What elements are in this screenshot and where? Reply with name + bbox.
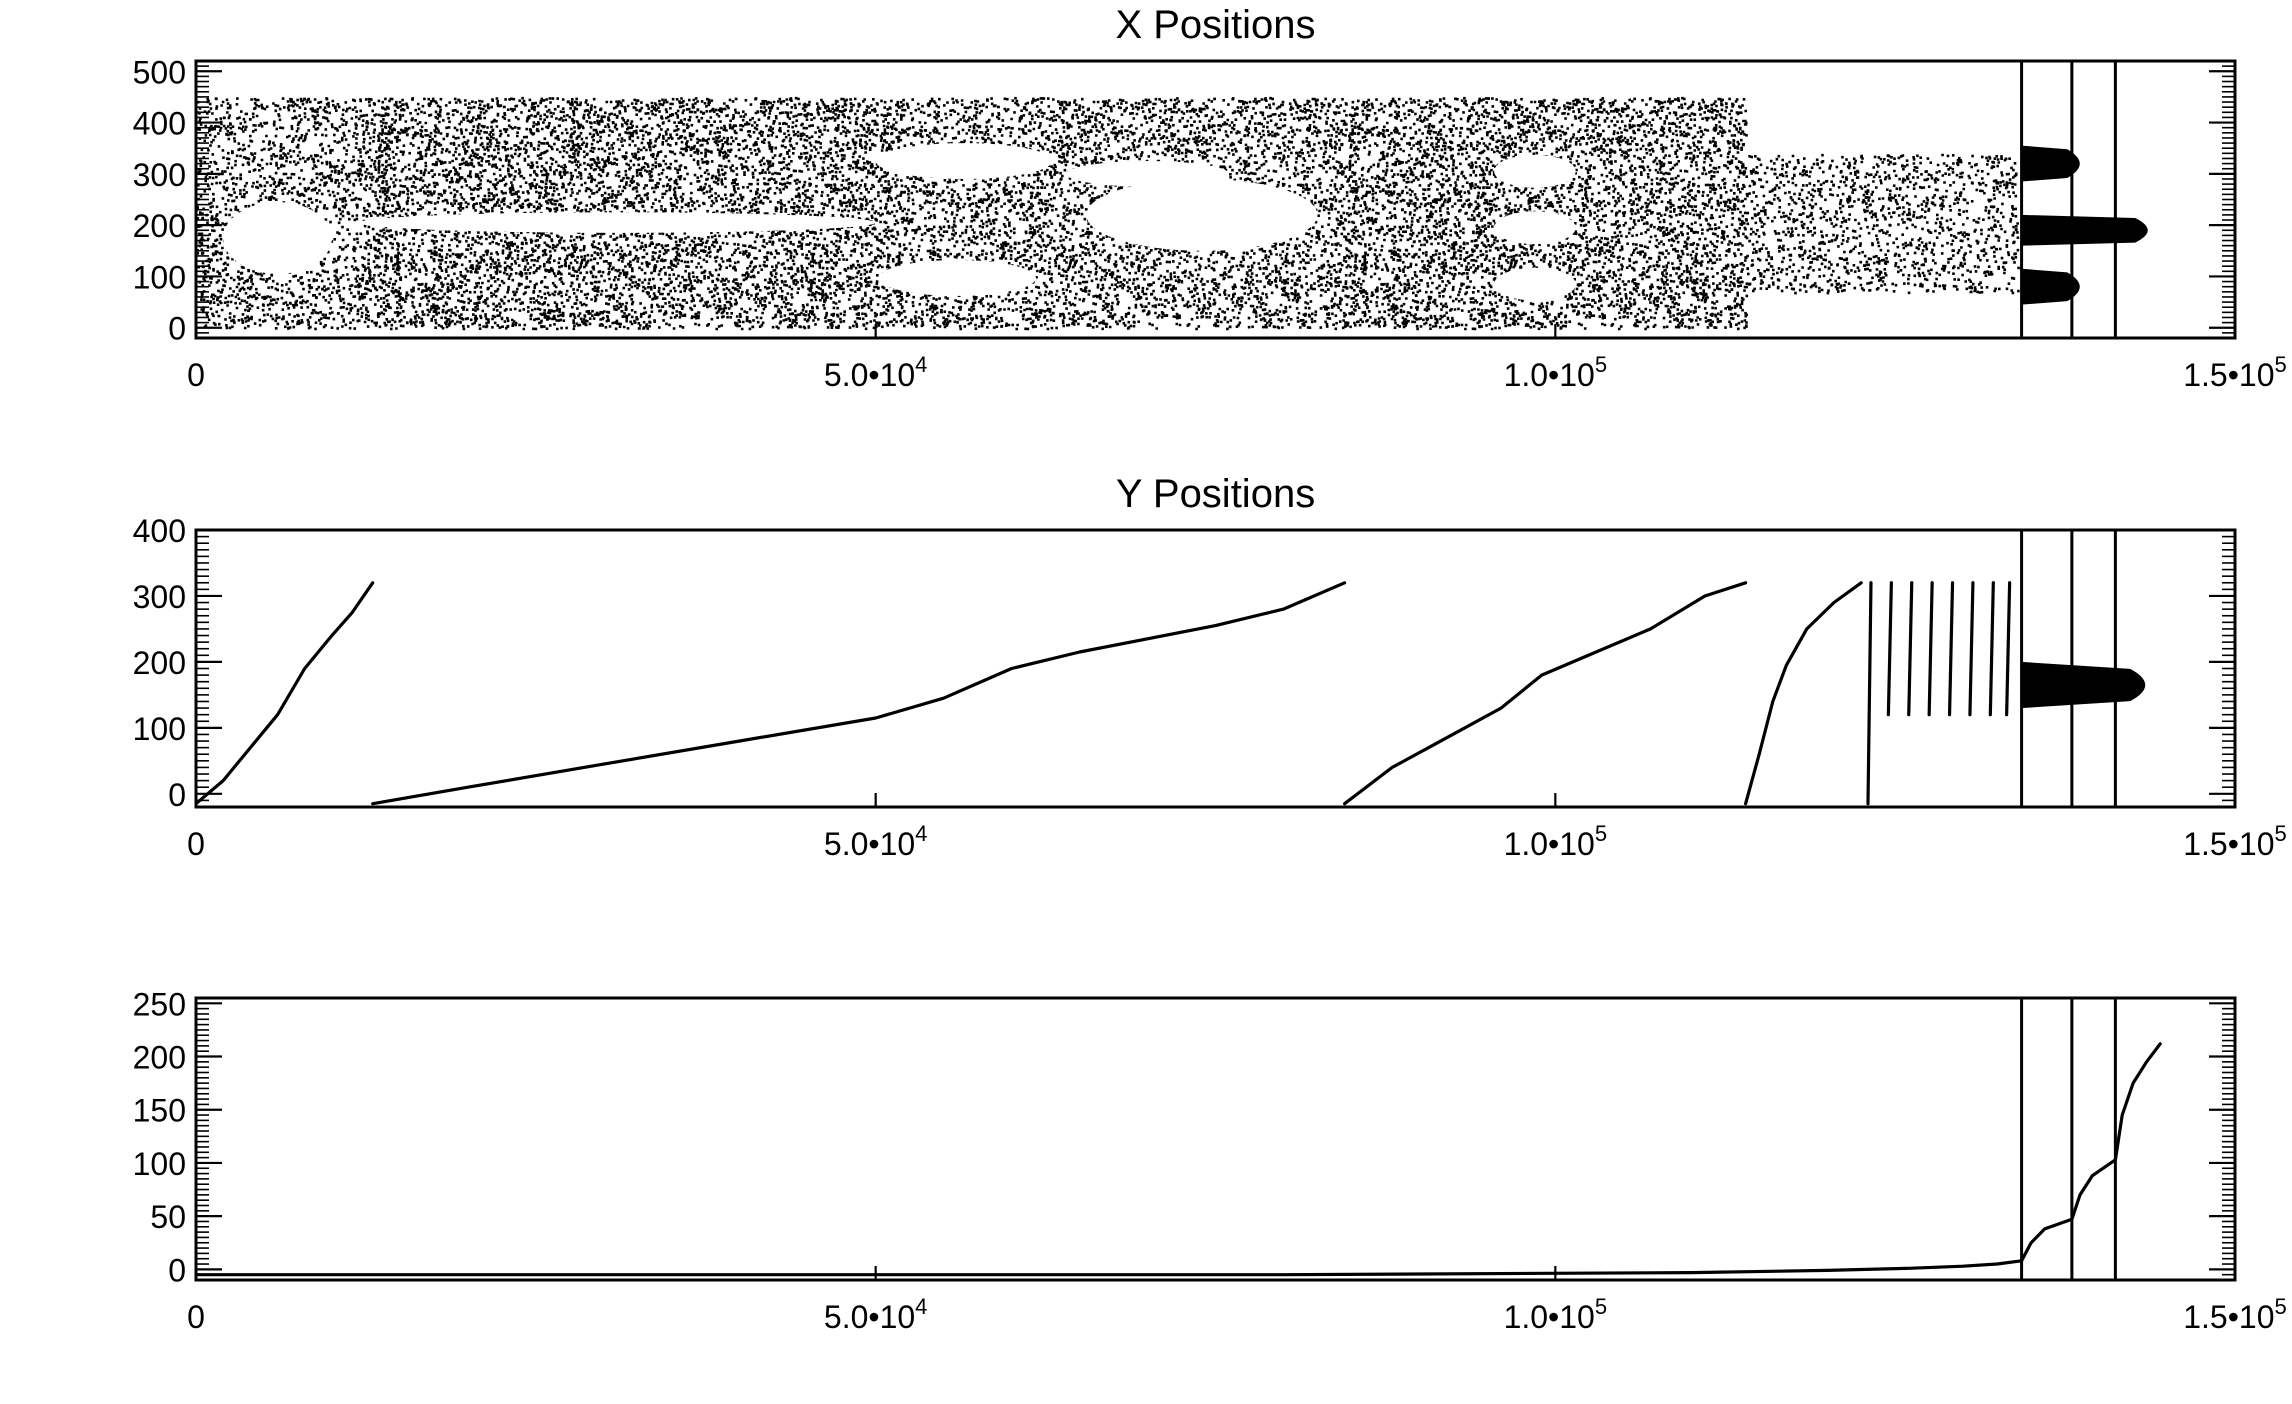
x-tick-label-mantissa: 0 [187,826,205,862]
y-tick-label: 100 [133,711,186,747]
series-spike [1947,581,1955,717]
empty-region [1086,178,1318,251]
y-tick-label: 0 [168,1252,186,1288]
x-tick-label-mantissa: 1.5•10 [2183,357,2274,393]
point-cluster [2021,268,2080,305]
series-spike [1927,581,1934,717]
point-cluster [2021,214,2148,246]
x-tick-label-exponent: 5 [1595,1294,1607,1319]
x-tick-label-mantissa: 0 [187,357,205,393]
x-tick-label-mantissa: 1.0•10 [1504,357,1595,393]
y-tick-label: 150 [133,1093,186,1129]
x-tick-label: 5.0•104 [824,352,928,393]
empty-region [1494,154,1576,188]
y-tick-label: 500 [133,54,186,90]
x-tick-label-mantissa: 1.5•10 [2183,826,2274,862]
empty-region [1494,267,1576,301]
panel-title: Y Positions [1116,472,1315,516]
plot-area [196,581,2146,806]
series-spike [2005,581,2012,717]
x-tick-label: 1.5•105 [2183,1294,2287,1335]
scatter-segment [359,96,879,331]
y-tick-label: 200 [133,1040,186,1076]
empty-region [359,212,876,233]
point-cluster [2021,145,2080,182]
y-tick-label: 100 [133,259,186,295]
scatter-segment [1745,153,2020,295]
series-spike [1968,581,1975,717]
series-line [196,1042,2162,1277]
x-tick-label: 0 [187,357,205,393]
x-tick-label-mantissa: 5.0•10 [824,357,915,393]
x-tick-label: 1.0•105 [1504,821,1608,862]
x-tick-label-exponent: 4 [915,352,927,377]
x-tick-label-exponent: 5 [2275,821,2287,846]
empty-region [223,202,332,274]
x-tick-label-mantissa: 5.0•10 [824,826,915,862]
series-line [1743,581,1863,806]
empty-region [1494,211,1576,245]
series-line [1342,581,1748,806]
y-tick-label: 250 [133,986,186,1022]
x-tick-label-mantissa: 1.5•10 [2183,1299,2274,1335]
scatter-points [196,97,376,331]
x-tick-label: 0 [187,1299,205,1335]
y-tick-label: 0 [168,311,186,347]
series-line [371,581,1347,806]
y-tick-label: 300 [133,579,186,615]
x-tick-label-exponent: 5 [2275,352,2287,377]
series-spike [1988,581,1995,717]
x-tick-label: 1.0•105 [1504,352,1608,393]
empty-region [1065,161,1230,187]
panel-title: X Positions [1115,3,1315,47]
y-tick-label: 200 [133,208,186,244]
x-tick-label: 1.0•105 [1504,1294,1608,1335]
series-spike [1866,581,1873,806]
x-tick-label: 1.5•105 [2183,821,2287,862]
x-tick-label-mantissa: 1.0•10 [1504,1299,1595,1335]
x-tick-label: 5.0•104 [824,1294,928,1335]
series-spike [1886,581,1893,717]
empty-region [875,143,1053,179]
y-tick-label: 50 [150,1199,186,1235]
x-tick-label: 0 [187,826,205,862]
scatter-segment [875,96,1348,331]
series-line [196,581,375,806]
x-tick-label-exponent: 4 [915,1294,927,1319]
empty-region [878,260,1037,296]
x-tick-label-exponent: 5 [1595,821,1607,846]
scatter-segment [1344,96,1749,331]
series-spike [1907,581,1914,717]
x-tick-label-exponent: 5 [2275,1294,2287,1319]
x-positions-panel: X Positions 0 100 200 300 400 500 0 5.0•104 1.0•1… [133,3,2287,393]
y-tick-label: 400 [133,513,186,549]
x-tick-label: 1.5•105 [2183,352,2287,393]
scatter-segment [196,97,376,331]
x-tick-label-mantissa: 5.0•10 [824,1299,915,1335]
x-tick-label-mantissa: 1.0•10 [1504,826,1595,862]
x-tick-label-exponent: 5 [1595,352,1607,377]
x-tick-label-mantissa: 0 [187,1299,205,1335]
x-tick-label-exponent: 4 [915,821,927,846]
axes-frame [194,996,2237,1282]
plot-area [196,1042,2162,1277]
y-tick-label: 300 [133,157,186,193]
y-tick-label: 100 [133,1146,186,1182]
y-tick-label: 0 [168,777,186,813]
point-band [2021,661,2146,709]
scatter-points [1745,153,2020,295]
plot-area [196,96,2148,331]
x-tick-label: 5.0•104 [824,821,928,862]
y-tick-label: 200 [133,645,186,681]
y-tick-label: 400 [133,106,186,142]
